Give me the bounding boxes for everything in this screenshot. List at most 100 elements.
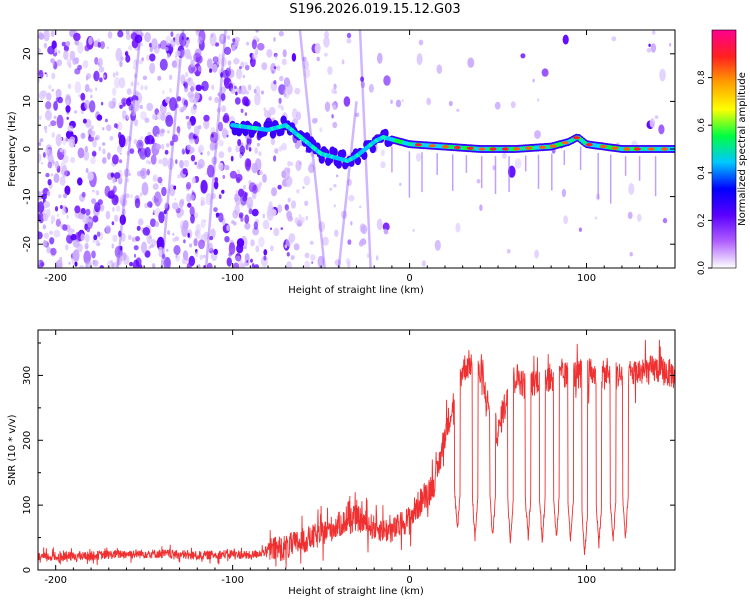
- spectrogram-speckle: [65, 244, 69, 251]
- spectrogram-speckle: [105, 225, 111, 234]
- spectrogram-speckle: [73, 32, 81, 42]
- spectrogram-speckle: [235, 255, 241, 262]
- spectrogram-speckle: [273, 37, 276, 42]
- spectrogram-speckle: [79, 264, 85, 268]
- spectrogram-speckle: [189, 243, 193, 248]
- spectrogram-speckle: [165, 143, 170, 148]
- spectrogram-speckle: [119, 159, 123, 164]
- spectrogram-speckle: [123, 168, 130, 177]
- spectrogram-speckle: [347, 261, 351, 268]
- spectrogram-speckle: [153, 45, 160, 54]
- spectrogram-speckle: [280, 227, 284, 230]
- spectrogram-speckle: [134, 90, 139, 97]
- spectrogram-speckle: [205, 172, 208, 175]
- spectrogram-speckle: [93, 70, 100, 82]
- ridge-peak: [623, 147, 631, 151]
- spectrogram-speckle: [286, 181, 291, 188]
- spectrogram-speckle: [537, 98, 540, 102]
- spectrogram-speckle: [637, 213, 642, 222]
- spectrogram-streak: [337, 101, 358, 268]
- spectrogram-speckle: [90, 157, 96, 165]
- spectrogram-speckle: [360, 238, 367, 246]
- spectrogram-speckle: [96, 231, 101, 237]
- spectrogram-speckle: [412, 229, 415, 232]
- spectrogram-speckle: [104, 185, 111, 197]
- spectrogram-speckle: [332, 104, 337, 111]
- spectrogram-speckle: [134, 34, 143, 44]
- spectrogram-speckle: [50, 58, 55, 64]
- spectrogram-speckle: [177, 174, 181, 179]
- spectrogram-speckle: [88, 36, 93, 46]
- spectrogram-speckle: [47, 161, 52, 169]
- ridge-peak: [634, 147, 641, 151]
- spectrogram-speckle: [255, 245, 260, 253]
- colorbar-tick-label: 0.6: [697, 118, 707, 133]
- spectrogram-speckle: [59, 176, 66, 186]
- spectrogram-speckle: [187, 232, 190, 238]
- snr-x-tick-label: -200: [44, 575, 67, 586]
- spectrogram-speckle: [92, 189, 95, 193]
- spectrogram-speckle: [213, 207, 218, 213]
- spectrogram-speckle: [240, 61, 245, 68]
- spectrogram-speckle: [111, 221, 115, 226]
- spectrogram-speckle: [256, 142, 260, 147]
- spectrogram-speckle: [226, 257, 232, 267]
- spectrogram-speckle: [84, 99, 90, 110]
- spectrogram-speckle: [520, 53, 526, 59]
- spectrogram-speckle: [506, 249, 511, 254]
- spectrogram-speckle: [146, 54, 150, 62]
- spectrogram-speckle: [191, 176, 196, 184]
- spectrogram-speckle: [155, 143, 162, 150]
- ridge-outer: [331, 147, 338, 157]
- spectrogram-speckle: [53, 229, 61, 238]
- spectrogram-speckle: [107, 152, 111, 160]
- spectrogram-speckle: [135, 236, 141, 242]
- spectrogram-speckle: [51, 132, 55, 138]
- spectrogram-speckle: [646, 47, 652, 53]
- spectrogram-speckle: [258, 236, 265, 248]
- spectrogram-speckle: [350, 221, 353, 226]
- spectrogram-speckle: [233, 57, 240, 65]
- spectrogram-speckle: [122, 208, 126, 216]
- spectrogram-speckle: [99, 204, 105, 212]
- spectrogram-speckle: [327, 66, 333, 75]
- spectrogram-speckle: [221, 128, 228, 139]
- spectrogram-speckle: [244, 61, 248, 66]
- spectrogram-speckle: [119, 60, 123, 68]
- spectrogram-speckle: [64, 185, 71, 196]
- spectrogram-speckle: [139, 192, 143, 197]
- spectrogram-x-tick-label: 100: [577, 273, 596, 284]
- spectrogram-speckle: [242, 74, 246, 79]
- spectrogram-speckle: [304, 260, 310, 268]
- colorbar-tick-label: 0.8: [697, 70, 707, 85]
- spectrogram-speckle: [173, 245, 181, 255]
- spectrogram-speckle: [158, 159, 163, 165]
- spectrogram-speckle: [251, 263, 255, 268]
- spectrogram-speckle: [193, 125, 200, 137]
- spectrogram-speckle: [62, 138, 67, 146]
- spectrogram-speckle: [211, 84, 215, 91]
- spectrogram-speckle: [223, 77, 230, 86]
- spectrogram-x-tick-label: -100: [221, 273, 244, 284]
- spectrogram-speckle: [146, 168, 150, 176]
- spectrogram-speckle: [190, 105, 197, 115]
- snr-y-tick-label: 300: [22, 366, 33, 385]
- spectrogram-speckle: [510, 101, 516, 109]
- snr-y-tick-label: 100: [22, 496, 33, 515]
- spectrogram-speckle: [289, 161, 294, 166]
- spectrogram-speckle: [206, 151, 211, 156]
- spectrogram-speckle: [273, 155, 277, 162]
- ridge-peak: [501, 147, 509, 151]
- spectrogram-speckle: [83, 151, 87, 156]
- spectrogram-speckle: [132, 237, 135, 242]
- spectrogram-speckle: [166, 248, 169, 252]
- spectrogram-speckle: [270, 62, 277, 75]
- spectrogram-speckle: [244, 222, 251, 230]
- spectrogram-speckle: [629, 252, 633, 257]
- spectrogram-speckle: [245, 90, 250, 95]
- spectrogram-speckle: [60, 205, 63, 209]
- spectrogram-speckle: [172, 202, 179, 210]
- spectrogram-speckle: [281, 142, 287, 151]
- spectrogram-speckle: [56, 259, 63, 268]
